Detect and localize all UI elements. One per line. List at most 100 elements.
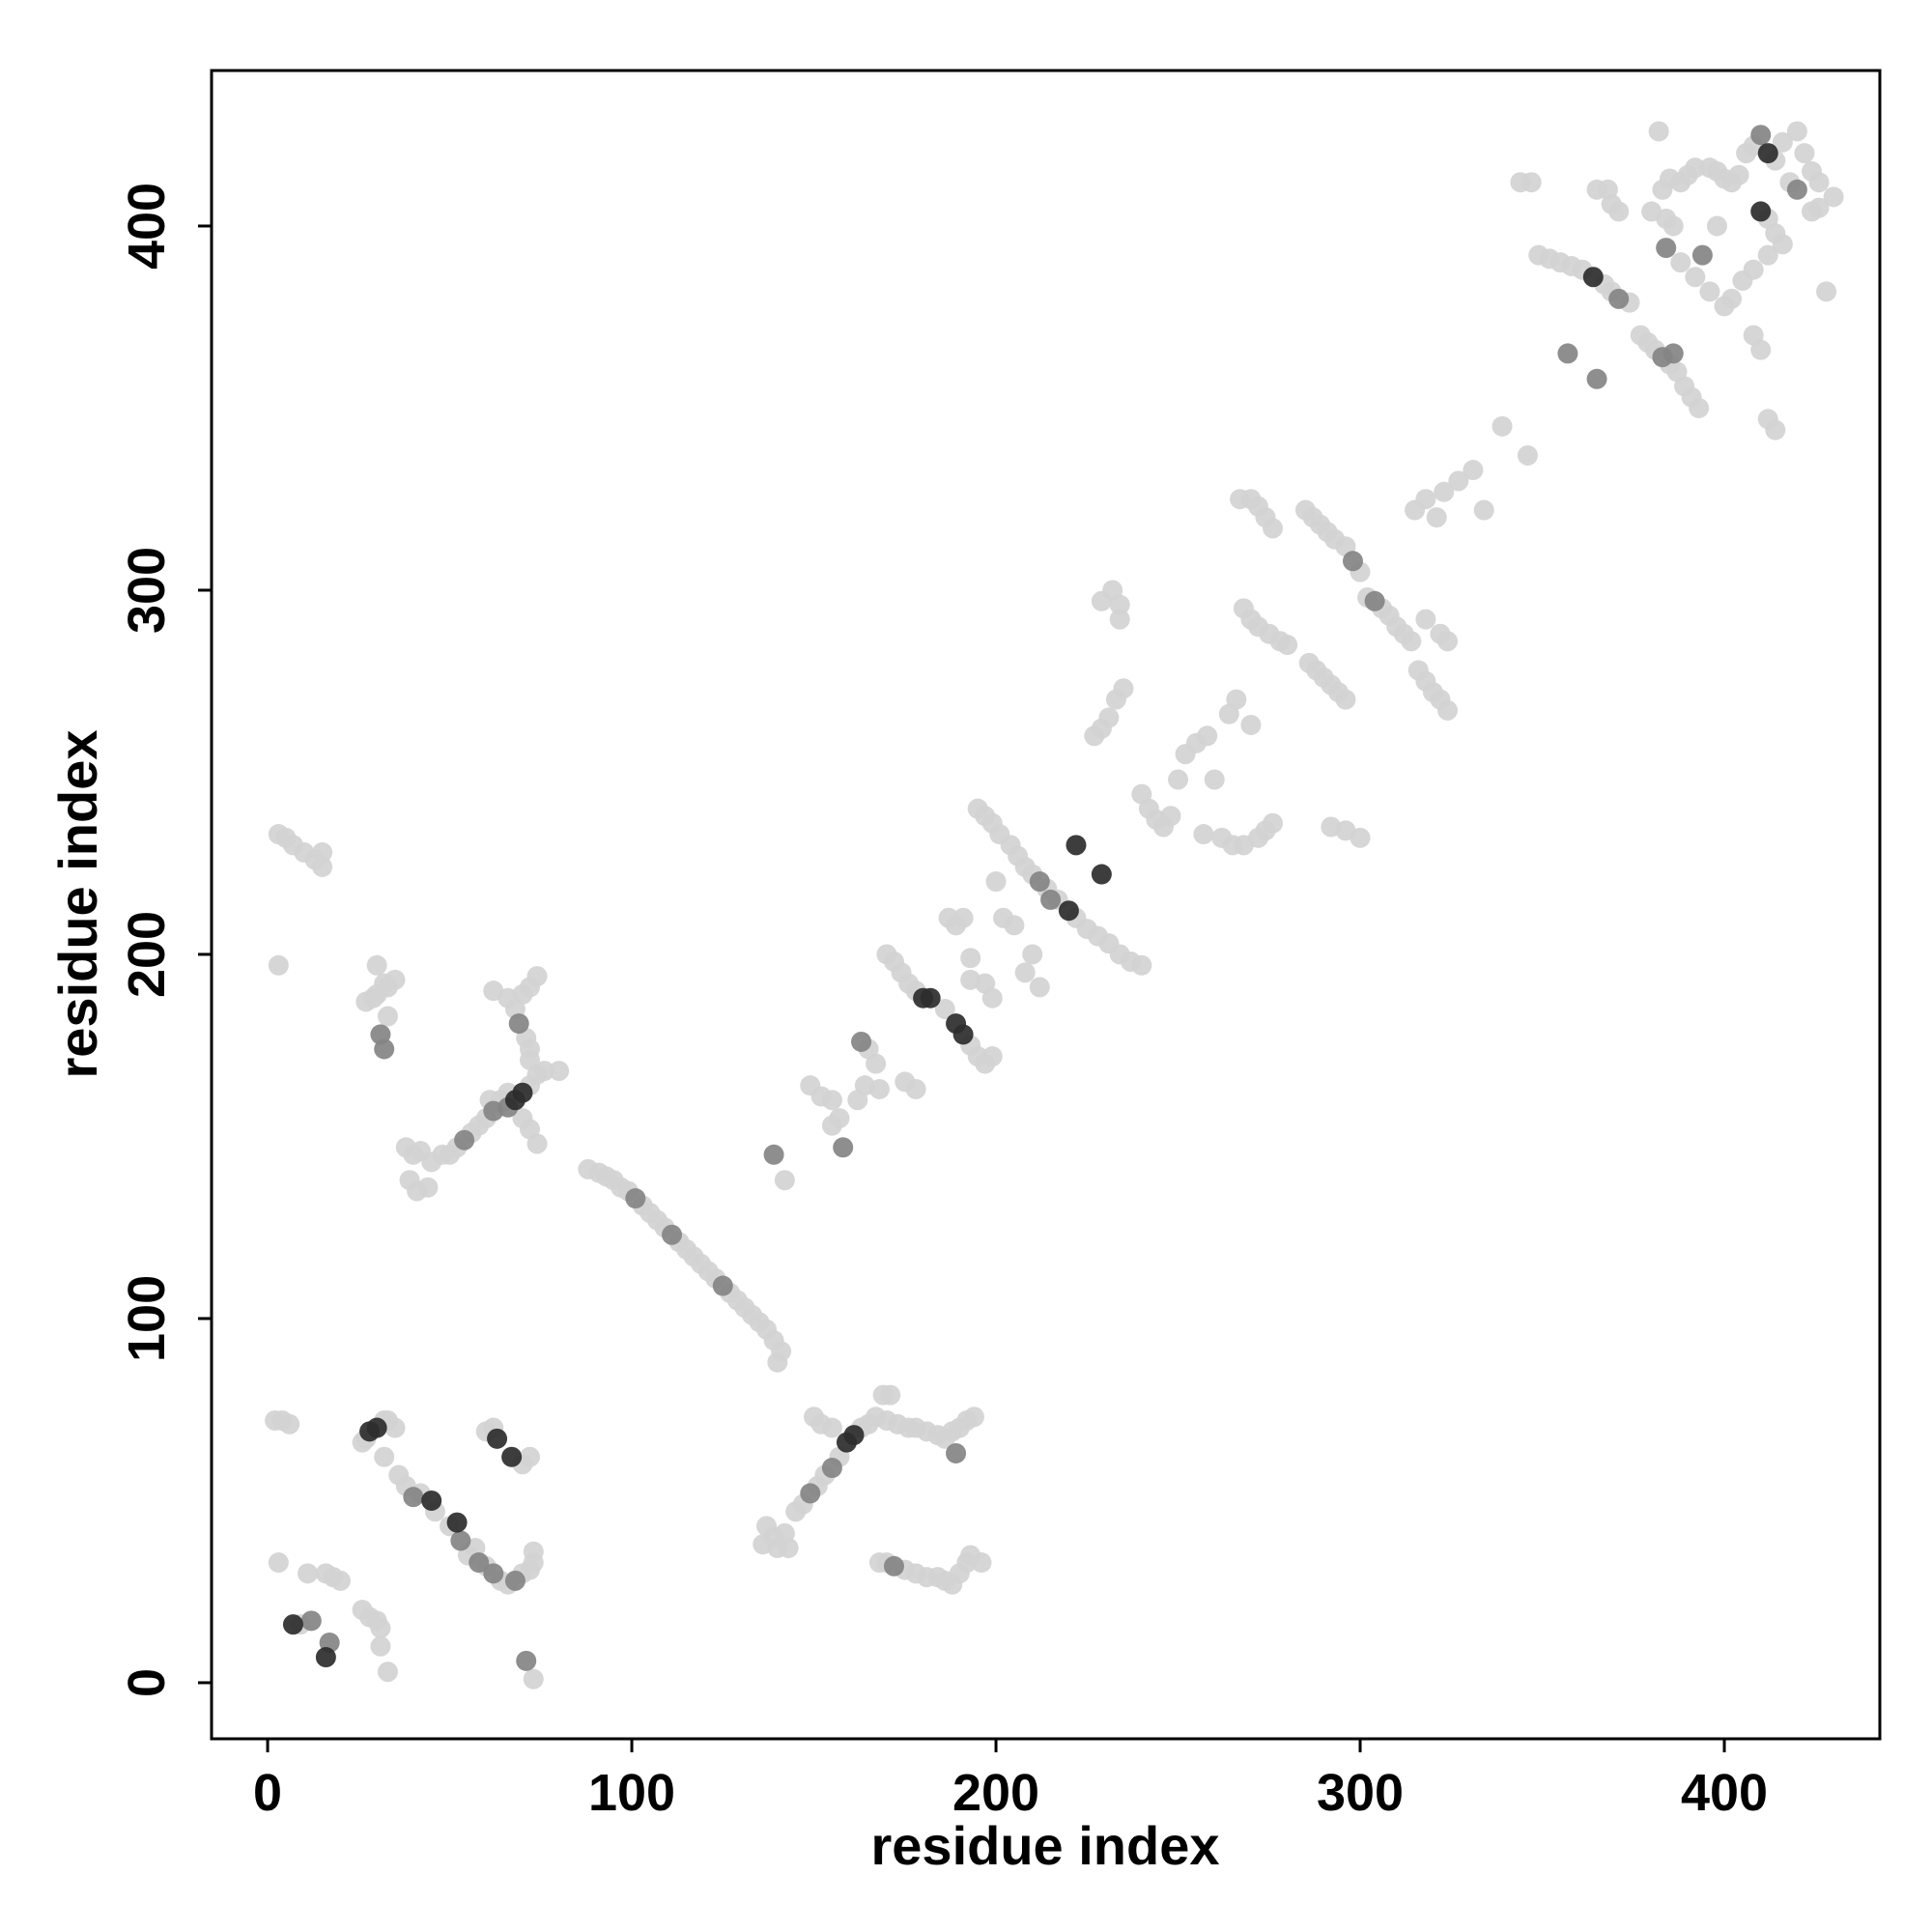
point	[1131, 954, 1152, 976]
point	[366, 1417, 387, 1438]
point	[905, 1078, 926, 1099]
point	[1706, 215, 1727, 237]
point	[1608, 288, 1630, 309]
point	[487, 1428, 508, 1449]
point	[268, 954, 289, 976]
point	[1014, 962, 1036, 983]
point	[1757, 244, 1778, 266]
point	[1757, 143, 1778, 164]
x-tick-label: 0	[253, 1764, 282, 1822]
point	[1109, 594, 1130, 615]
point	[312, 841, 333, 863]
point	[1656, 238, 1677, 259]
point	[821, 1458, 842, 1479]
x-tick-label: 200	[952, 1764, 1039, 1822]
point	[526, 1133, 548, 1154]
point	[519, 1049, 540, 1070]
point	[1263, 518, 1284, 539]
point	[446, 1512, 468, 1533]
point	[1364, 590, 1385, 611]
point	[1434, 481, 1455, 502]
point	[1582, 267, 1604, 288]
point	[843, 1425, 865, 1446]
point	[1689, 397, 1710, 418]
point	[1786, 179, 1807, 200]
point	[1437, 631, 1459, 652]
point	[1277, 635, 1298, 656]
point	[712, 1275, 733, 1296]
point	[946, 1442, 967, 1463]
point	[403, 1487, 424, 1508]
point	[1772, 234, 1793, 255]
point	[312, 856, 333, 877]
y-tick-label: 100	[118, 1275, 176, 1362]
point	[279, 1413, 300, 1435]
point	[1714, 296, 1735, 317]
point	[1193, 824, 1214, 845]
point	[454, 1129, 475, 1151]
point	[1662, 343, 1684, 364]
point	[1750, 201, 1772, 222]
point	[329, 1570, 351, 1591]
point	[821, 1417, 842, 1438]
point	[1109, 609, 1130, 630]
point	[1648, 121, 1669, 142]
point	[1029, 977, 1050, 998]
point	[1463, 460, 1484, 481]
point	[1240, 714, 1262, 735]
point	[1823, 186, 1844, 208]
point	[523, 1541, 544, 1562]
point	[549, 1061, 570, 1082]
point	[829, 1108, 850, 1129]
point	[1160, 806, 1181, 827]
point	[971, 1552, 992, 1574]
point	[1786, 121, 1807, 142]
point	[774, 1170, 795, 1191]
point	[526, 966, 548, 987]
plot-frame	[210, 69, 1882, 1741]
point	[300, 1610, 322, 1632]
point	[1401, 631, 1422, 652]
point	[1492, 415, 1513, 437]
point	[1750, 125, 1772, 146]
point	[1794, 143, 1815, 164]
point	[1802, 201, 1823, 222]
point	[370, 1617, 391, 1638]
y-tick-label: 200	[118, 911, 176, 998]
point	[1113, 678, 1134, 699]
point	[981, 987, 1003, 1009]
point	[1750, 339, 1772, 360]
point	[483, 1563, 504, 1584]
point	[417, 1177, 439, 1198]
point	[384, 1417, 406, 1438]
point	[981, 1046, 1003, 1067]
point	[450, 1530, 471, 1551]
point	[1022, 944, 1043, 965]
point	[516, 1650, 537, 1671]
point	[868, 1078, 890, 1099]
point	[1520, 172, 1542, 193]
point	[1415, 609, 1436, 630]
x-axis-title: residue index	[870, 1815, 1219, 1876]
point	[1058, 900, 1079, 922]
y-tick-label: 400	[118, 183, 176, 270]
point	[377, 1662, 398, 1683]
point	[1204, 769, 1225, 790]
point	[851, 1031, 872, 1052]
point	[268, 1552, 289, 1574]
point	[421, 1490, 442, 1511]
point	[952, 1024, 974, 1045]
point	[1685, 267, 1706, 288]
point	[985, 871, 1007, 893]
point	[1448, 470, 1469, 492]
x-tick-label: 400	[1681, 1764, 1768, 1822]
point	[1473, 499, 1494, 521]
x-tick-label: 100	[588, 1764, 675, 1822]
y-tick-label: 300	[118, 547, 176, 634]
y-tick-label: 0	[118, 1668, 176, 1697]
point	[469, 1552, 490, 1574]
point	[1641, 201, 1662, 222]
point	[1685, 157, 1706, 179]
point	[1437, 699, 1459, 721]
